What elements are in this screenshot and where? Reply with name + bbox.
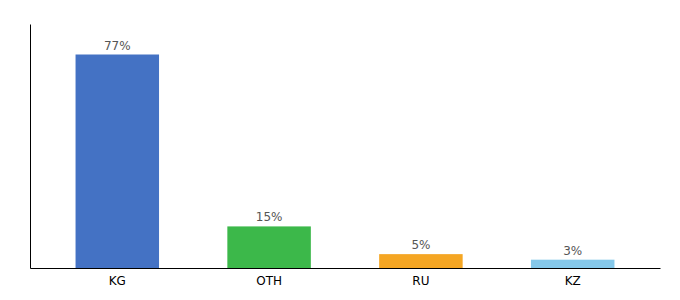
bar bbox=[379, 254, 462, 268]
chart-svg: 77% 15% 5% 3% KG OTH RU KZ bbox=[0, 0, 680, 300]
bar bbox=[531, 260, 614, 268]
x-tick: RU bbox=[412, 274, 429, 288]
bars bbox=[76, 55, 615, 269]
data-label: 5% bbox=[411, 238, 430, 252]
chart-container: 77% 15% 5% 3% KG OTH RU KZ bbox=[0, 0, 680, 300]
plot-area: 77% 15% 5% 3% KG OTH RU KZ bbox=[31, 25, 661, 288]
x-tick-label: RU bbox=[412, 274, 429, 288]
data-label: 15% bbox=[256, 210, 283, 224]
x-tick: KG bbox=[109, 274, 126, 288]
bar bbox=[76, 55, 159, 269]
y-axis bbox=[30, 25, 31, 269]
x-tick-label: KZ bbox=[565, 274, 581, 288]
x-axis-line bbox=[31, 268, 661, 269]
y-axis-line bbox=[30, 25, 31, 269]
bar bbox=[227, 226, 310, 268]
data-labels: 77% 15% 5% 3% bbox=[104, 39, 582, 258]
x-tick: KZ bbox=[565, 274, 581, 288]
data-label: 3% bbox=[563, 244, 582, 258]
x-tick-label: KG bbox=[109, 274, 126, 288]
data-label: 77% bbox=[104, 39, 131, 53]
x-tick: OTH bbox=[256, 274, 282, 288]
x-tick-label: OTH bbox=[256, 274, 282, 288]
x-axis: KG OTH RU KZ bbox=[31, 269, 661, 288]
